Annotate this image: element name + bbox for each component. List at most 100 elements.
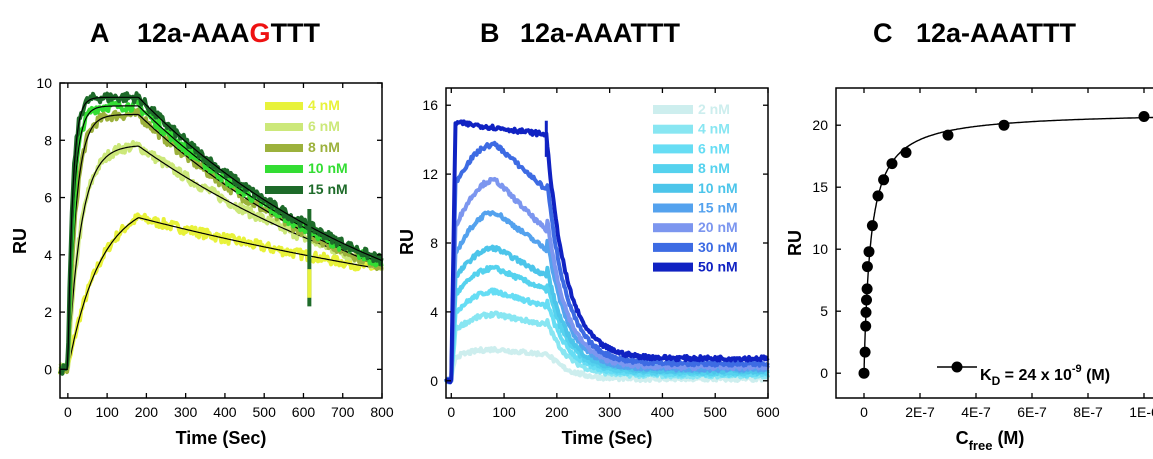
panel-c-data-point xyxy=(863,246,875,258)
panel-c-data-point xyxy=(861,261,873,273)
panel-a-ytick-label: 4 xyxy=(44,247,52,263)
panel-c-data-point xyxy=(998,119,1010,131)
kd-suffix: (M) xyxy=(1082,367,1110,384)
panel-a-legend-swatch xyxy=(265,165,303,173)
panel-b-legend-swatch xyxy=(653,105,693,114)
panel-c-ytick-label: 5 xyxy=(820,303,828,319)
panel-b-legend-swatch xyxy=(653,203,693,213)
panel-b-series-line xyxy=(445,140,770,385)
panel-a-ytick-label: 8 xyxy=(44,132,52,148)
panel-b-chart: 0 100 200 300 400 500 600 0 4 8 12 16 Time (Sec) RU… xyxy=(397,87,780,448)
panel-a-title-prefix: 12a-AAA xyxy=(137,18,250,48)
panel-a-legend-label: 6 nM xyxy=(308,118,340,134)
panel-c-xlabel-unit: (M) xyxy=(992,428,1024,448)
panel-b-ytick-label: 16 xyxy=(422,97,438,113)
panel-b-xtick-label: 400 xyxy=(651,404,675,420)
panel-b-ytick-label: 8 xyxy=(430,235,438,251)
panel-a-legend-swatch xyxy=(265,144,303,152)
panel-b-legend-swatch xyxy=(653,262,693,272)
panel-a-xtick-label: 300 xyxy=(174,404,198,420)
panel-b-xtick-label: 300 xyxy=(598,404,622,420)
panel-b-ytick-label: 12 xyxy=(422,166,438,182)
panel-c-data-point xyxy=(878,174,890,186)
panel-a-legend-label: 4 nM xyxy=(308,97,340,113)
panel-b-legend-label: 10 nM xyxy=(698,180,738,196)
panel-a-title: 12a-AAAGTTT xyxy=(137,18,321,48)
panel-b-legend-swatch xyxy=(653,144,693,154)
panel-b-letter: B xyxy=(480,18,500,48)
panel-b-legend-label: 30 nM xyxy=(698,239,738,255)
panel-a-fit-line xyxy=(60,217,382,370)
panel-c-data-point xyxy=(866,220,878,232)
panel-c-xlabel: Cfree (M) xyxy=(956,428,1025,453)
kd-prefix: K xyxy=(980,367,992,384)
panel-a-legend-swatch xyxy=(265,102,303,110)
panel-c-xlabel-sub: free xyxy=(969,438,993,453)
panel-a-fit-line xyxy=(60,96,382,370)
panel-a-xtick-label: 0 xyxy=(64,404,72,420)
panel-b-legend-label: 20 nM xyxy=(698,219,738,235)
panel-c-data-point xyxy=(872,190,884,202)
panel-c-legend-text: KD = 24 x 10-9 (M) xyxy=(980,363,1110,388)
panel-b-legend-label: 50 nM xyxy=(698,259,738,275)
panel-b-series-line xyxy=(444,119,770,385)
panel-a-ytick-label: 0 xyxy=(44,361,52,377)
panel-a-xtick-label: 600 xyxy=(292,404,316,420)
kd-sup: -9 xyxy=(1072,363,1082,375)
panel-b-ytick-label: 0 xyxy=(430,373,438,389)
panel-a-ytick-label: 2 xyxy=(44,304,52,320)
panel-c-chart: 02E-74E-76E-78E-71E-605101520 Cfree (M) … xyxy=(785,87,1153,453)
panel-a-xtick-label: 700 xyxy=(331,404,355,420)
panel-c-data-point xyxy=(861,294,872,306)
panel-c-xtick-label: 8E-7 xyxy=(1073,404,1103,420)
panel-c-data-point xyxy=(860,320,872,332)
panel-b-legend-swatch xyxy=(653,124,693,134)
panel-a-title-suffix: TTT xyxy=(271,18,321,48)
panel-a-xlabel: Time (Sec) xyxy=(176,428,267,448)
panel-c-ytick-label: 0 xyxy=(820,365,828,381)
panel-b-ylabel: RU xyxy=(397,229,417,255)
panel-c-legend-marker xyxy=(951,361,963,373)
kd-sub: D xyxy=(992,374,1001,388)
panel-c-title: 12a-AAATTT xyxy=(916,18,1077,48)
panel-a-letter: A xyxy=(90,18,110,48)
panel-c-ylabel: RU xyxy=(785,230,805,256)
panel-b-xtick-label: 200 xyxy=(545,404,569,420)
panel-c-frame xyxy=(835,87,1153,399)
panel-a-xtick-label: 200 xyxy=(135,404,159,420)
panel-a-title-highlight: G xyxy=(250,18,271,48)
panel-a-legend-label: 15 nM xyxy=(308,181,348,197)
panel-c-ytick-label: 10 xyxy=(812,241,828,257)
panel-b-legend-swatch xyxy=(653,183,693,193)
panel-c-xtick-label: 4E-7 xyxy=(961,404,991,420)
panel-c-data-point xyxy=(1138,111,1150,122)
panel-b-legend-label: 6 nM xyxy=(698,140,730,156)
panel-c-xtick-label: 6E-7 xyxy=(1017,404,1047,420)
kd-mid: = 24 x 10 xyxy=(1000,367,1072,384)
panel-a-frame xyxy=(59,82,383,399)
panel-a-legend-swatch xyxy=(265,123,303,131)
panel-b-legend-swatch xyxy=(653,242,693,252)
panel-c-xtick-label: 1E-6 xyxy=(1129,404,1153,420)
panel-c-xtick-label: 0 xyxy=(860,404,868,420)
panel-c-data-point xyxy=(942,129,954,141)
panel-b-legend-swatch xyxy=(653,164,693,174)
panel-b-title: 12a-AAATTT xyxy=(520,18,681,48)
panel-b-xtick-label: 600 xyxy=(756,404,780,420)
panel-b-series-line xyxy=(444,346,770,384)
panel-a-xtick-label: 800 xyxy=(370,404,394,420)
panel-a-xtick-label: 500 xyxy=(253,404,277,420)
panel-b-legend-label: 4 nM xyxy=(698,121,730,137)
panel-b-xlabel: Time (Sec) xyxy=(562,428,653,448)
panel-b-ytick-label: 4 xyxy=(430,304,438,320)
panel-b-legend-label: 8 nM xyxy=(698,160,730,176)
panel-c-data-point xyxy=(858,367,870,379)
panel-c-xtick-label: 2E-7 xyxy=(905,404,935,420)
panel-c-letter: C xyxy=(873,18,893,48)
panel-b-legend-swatch xyxy=(653,223,693,233)
panel-a-legend-label: 10 nM xyxy=(308,160,348,176)
panel-a-legend-swatch xyxy=(265,186,303,194)
panel-c-data-point xyxy=(861,283,873,295)
panel-a-series-line xyxy=(58,91,384,376)
panel-b-xtick-label: 100 xyxy=(492,404,516,420)
